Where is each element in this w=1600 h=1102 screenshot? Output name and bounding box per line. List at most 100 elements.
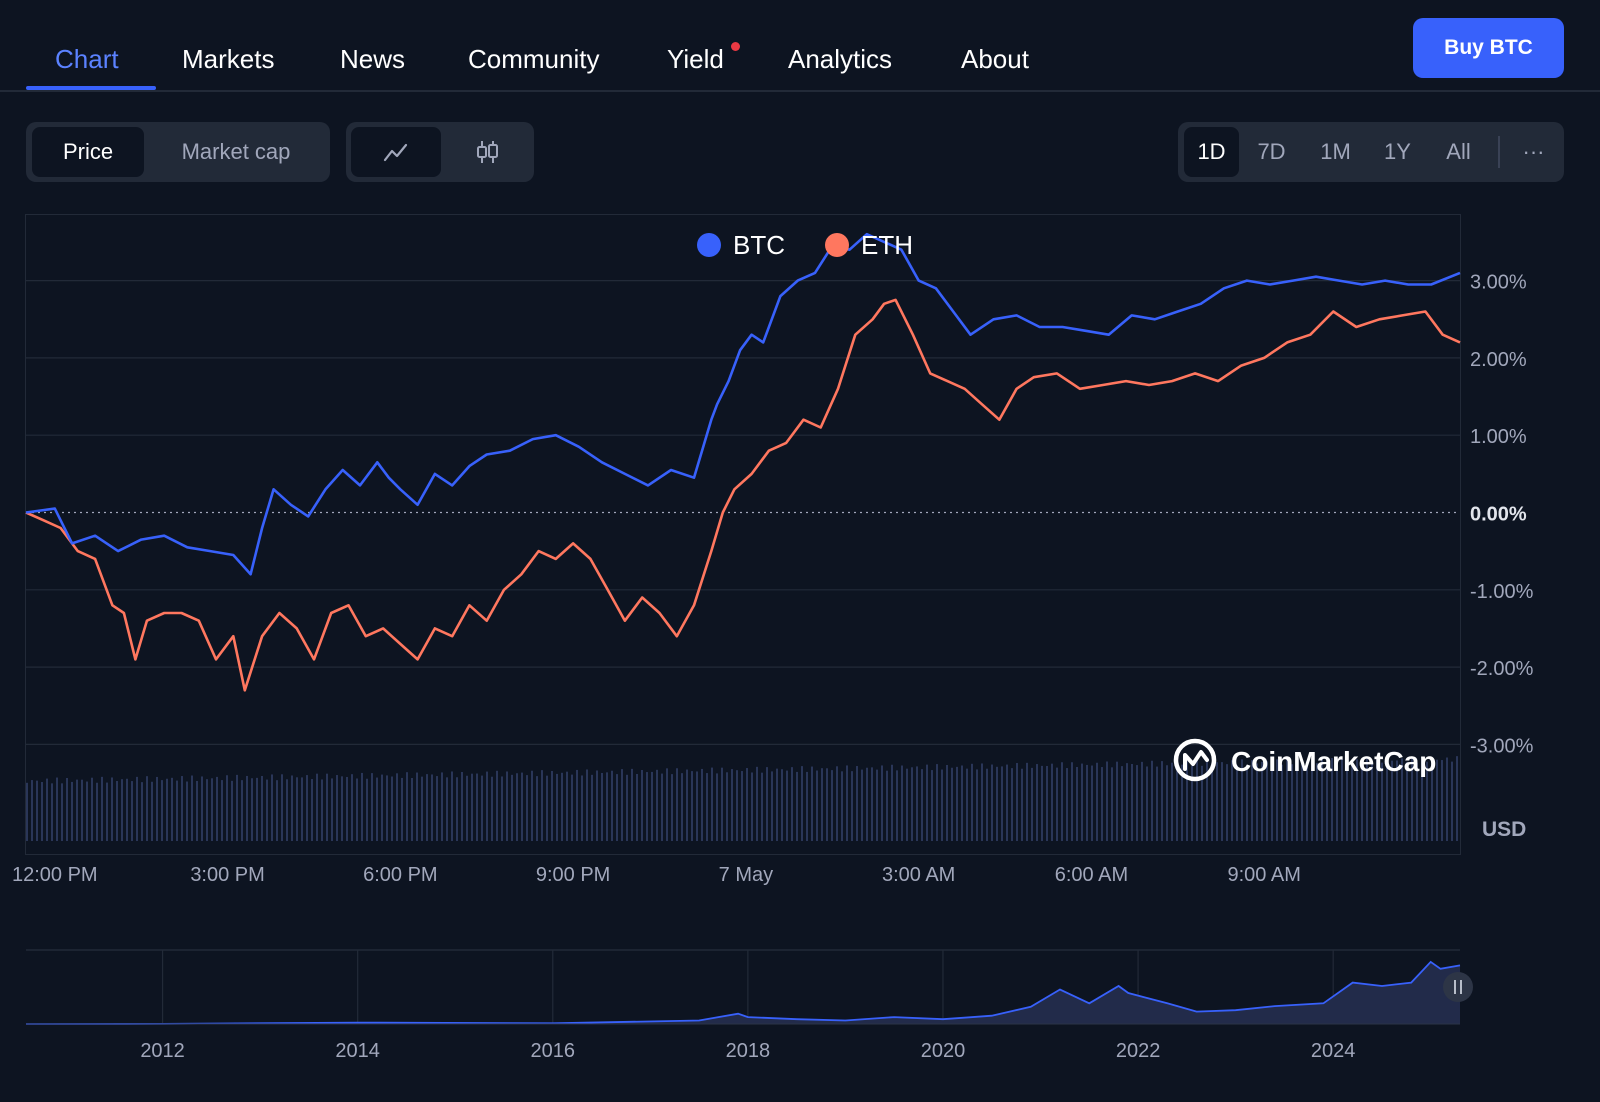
line-chart-icon [383,143,408,162]
volume-bar [361,772,363,841]
volume-bar [346,776,348,841]
volume-bar [1081,763,1083,841]
volume-bar [1346,761,1348,841]
volume-bar [996,766,998,841]
volume-bar [141,782,143,841]
candlestick-option[interactable] [444,127,529,177]
volume-bar [1161,761,1163,841]
y-tick-label: -1.00% [1470,581,1534,603]
volume-bar [1231,760,1233,841]
volume-bar [276,780,278,841]
tab-about[interactable]: About [961,44,1029,74]
tab-chart[interactable]: Chart [55,44,119,74]
overview-navigator[interactable]: 2012 2014 2016 2018 2020 2022 2024 [0,945,1600,1095]
volume-bar [396,773,398,841]
navigator-handle[interactable] [1443,972,1473,1002]
x-tick-label: 9:00 AM [1227,864,1300,885]
volume-bar [296,777,298,841]
volume-bar [1171,762,1173,841]
volume-bar [46,778,48,841]
volume-bar [191,775,193,841]
volume-bar [756,766,758,841]
volume-bar [691,771,693,841]
legend-eth-marker [825,233,849,257]
time-range-selector: 1D 7D 1M 1Y All ··· [1178,122,1564,182]
volume-bar [1251,760,1253,841]
volume-bar [1216,762,1218,841]
range-all[interactable]: All [1446,139,1471,164]
volume-bar [1176,763,1178,841]
volume-bar [1341,759,1343,841]
y-tick-label: 1.00% [1470,426,1527,448]
volume-bar [1336,763,1338,841]
price-option[interactable]: Price [32,127,144,177]
volume-bar [526,775,528,841]
tab-yield[interactable]: Yield [667,44,724,74]
volume-bar [1136,765,1138,841]
buy-btc-button[interactable]: Buy BTC [1413,18,1564,78]
line-chart-option[interactable] [351,127,441,177]
price-chart[interactable]: 3.00% 2.00% 1.00% 0.00% -1.00% -2.00% -3.00% 1… [0,205,1600,885]
volume-bar [106,782,108,841]
tab-news[interactable]: News [340,44,406,74]
volume-bar [371,773,373,841]
tab-analytics[interactable]: Analytics [788,44,893,74]
chart-legend: BTC ETH [697,230,913,260]
volume-bar [1101,767,1103,841]
volume-bar [1196,760,1198,841]
volume-bar [216,776,218,841]
volume-bar [291,775,293,841]
volume-bar [1291,764,1293,841]
volume-bar [916,766,918,841]
volume-bar [881,765,883,841]
volume-bar [431,774,433,841]
volume-bar [566,771,568,841]
volume-bar [81,779,83,841]
volume-bar [556,773,558,841]
range-7d[interactable]: 7D [1257,139,1286,164]
range-1d[interactable]: 1D [1184,127,1239,177]
volume-bar [531,770,533,841]
volume-bar [1166,765,1168,841]
volume-bar [711,767,713,841]
volume-bar [66,777,68,841]
volume-bar [1116,761,1118,841]
volume-bar [1056,767,1058,841]
volume-bar [1026,762,1028,841]
x-tick-label: 12:00 PM [12,864,98,885]
volume-bar [676,768,678,841]
volume-bar [31,780,33,841]
volume-bar [721,767,723,841]
volume-bar [826,768,828,841]
volume-bar [1276,759,1278,841]
volume-bar [246,775,248,841]
volume-bar [446,777,448,841]
volume-bar [471,773,473,841]
y-axis: 3.00% 2.00% 1.00% 0.00% -1.00% -2.00% -3.00% [1470,272,1534,758]
volume-bar [1106,761,1108,841]
volume-bar [391,776,393,841]
volume-bar [1436,759,1438,841]
volume-bar [751,772,753,841]
volume-bar [1091,765,1093,841]
range-1y[interactable]: 1Y [1384,139,1411,164]
tab-community[interactable]: Community [468,44,600,74]
market-cap-option[interactable]: Market cap [181,139,291,164]
volume-bar [516,773,518,841]
volume-bar [1191,765,1193,841]
volume-bar [1201,765,1203,841]
volume-bar [311,779,313,841]
eth-series-line [25,298,1461,692]
volume-bar [26,782,28,841]
range-1m[interactable]: 1M [1320,139,1351,164]
navigator-line [25,960,1461,1025]
volume-bar [121,779,123,841]
volume-bar [931,770,933,841]
volume-bar [1296,759,1298,841]
volume-bar [161,780,163,841]
volume-bar [951,767,953,841]
more-options-button[interactable]: ··· [1522,139,1545,164]
volume-bar [561,772,563,841]
tab-markets[interactable]: Markets [182,44,275,74]
volume-bar [536,776,538,841]
